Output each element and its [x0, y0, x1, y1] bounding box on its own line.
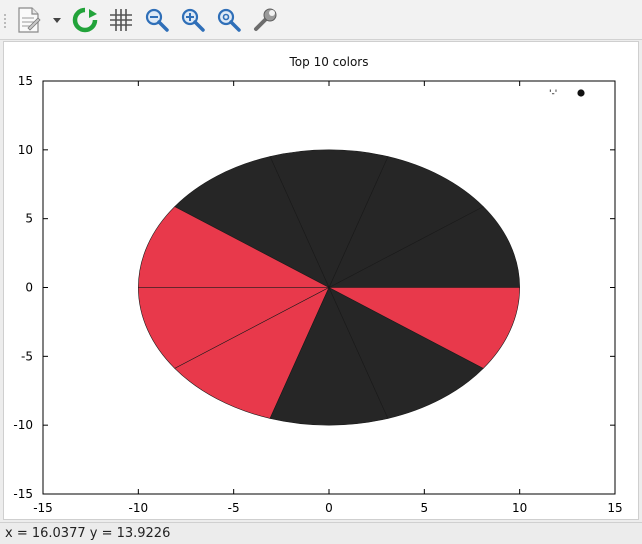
pie-slice-6 — [138, 287, 330, 369]
zoom-previous-icon — [145, 8, 169, 32]
legend-marker — [577, 89, 585, 97]
settings-button[interactable] — [250, 4, 280, 36]
autoscale-button[interactable] — [214, 4, 244, 36]
grid-icon — [110, 9, 132, 31]
status-bar: x = 16.0377 y = 13.9226 — [0, 522, 642, 544]
plot-area[interactable]: Top 10 colors -15 -10 -5 0 5 10 15 -15 -10 -5 0 5 10 1… — [3, 41, 639, 520]
y-tick-label: -15 — [13, 487, 33, 501]
x-tick-label: -15 — [33, 501, 53, 515]
pie-slice-4 — [174, 156, 330, 289]
autoscale-icon — [217, 8, 241, 32]
pie-slice-10 — [328, 287, 520, 369]
pie-slice-2 — [328, 156, 484, 289]
legend-label: '-' — [549, 89, 557, 99]
y-tick-label: 10 — [18, 143, 33, 157]
pie-slice-3 — [269, 149, 389, 289]
y-tick-label: 5 — [25, 212, 33, 226]
y-tick-label: -5 — [21, 349, 33, 363]
pie-chart: Top 10 colors -15 -10 -5 0 5 10 15 -15 -10 -5 0 5 10 1… — [13, 55, 622, 515]
pie-slice-7 — [174, 286, 330, 419]
settings-icon — [254, 8, 277, 31]
export-button[interactable] — [14, 4, 44, 36]
x-tick-label: -5 — [228, 501, 240, 515]
cursor-coordinates: x = 16.0377 y = 13.9226 — [5, 526, 171, 541]
chart-title: Top 10 colors — [289, 55, 369, 69]
dropdown-arrow-icon — [53, 18, 61, 23]
x-tick-label: 0 — [325, 501, 333, 515]
y-tick-label: 0 — [25, 281, 33, 295]
pie-slice-5 — [138, 206, 330, 288]
toolbar — [0, 0, 642, 40]
pie-slice-1 — [328, 206, 520, 288]
pie-slice-9 — [328, 286, 484, 419]
x-tick-label: 15 — [607, 501, 622, 515]
x-tick-label: 5 — [421, 501, 429, 515]
x-tick-label: -10 — [129, 501, 149, 515]
grid-button[interactable] — [106, 4, 136, 36]
x-tick-label: 10 — [512, 501, 527, 515]
toolbar-grip[interactable] — [3, 12, 7, 30]
y-tick-label: 15 — [18, 74, 33, 88]
export-dropdown-button[interactable] — [50, 4, 64, 36]
zoom-next-button[interactable] — [178, 4, 208, 36]
pie-slice-8 — [269, 286, 389, 426]
replot-icon — [72, 7, 98, 33]
zoom-next-icon — [181, 8, 205, 32]
zoom-previous-button[interactable] — [142, 4, 172, 36]
replot-button[interactable] — [70, 4, 100, 36]
export-icon — [18, 7, 41, 33]
y-tick-label: -10 — [13, 418, 33, 432]
